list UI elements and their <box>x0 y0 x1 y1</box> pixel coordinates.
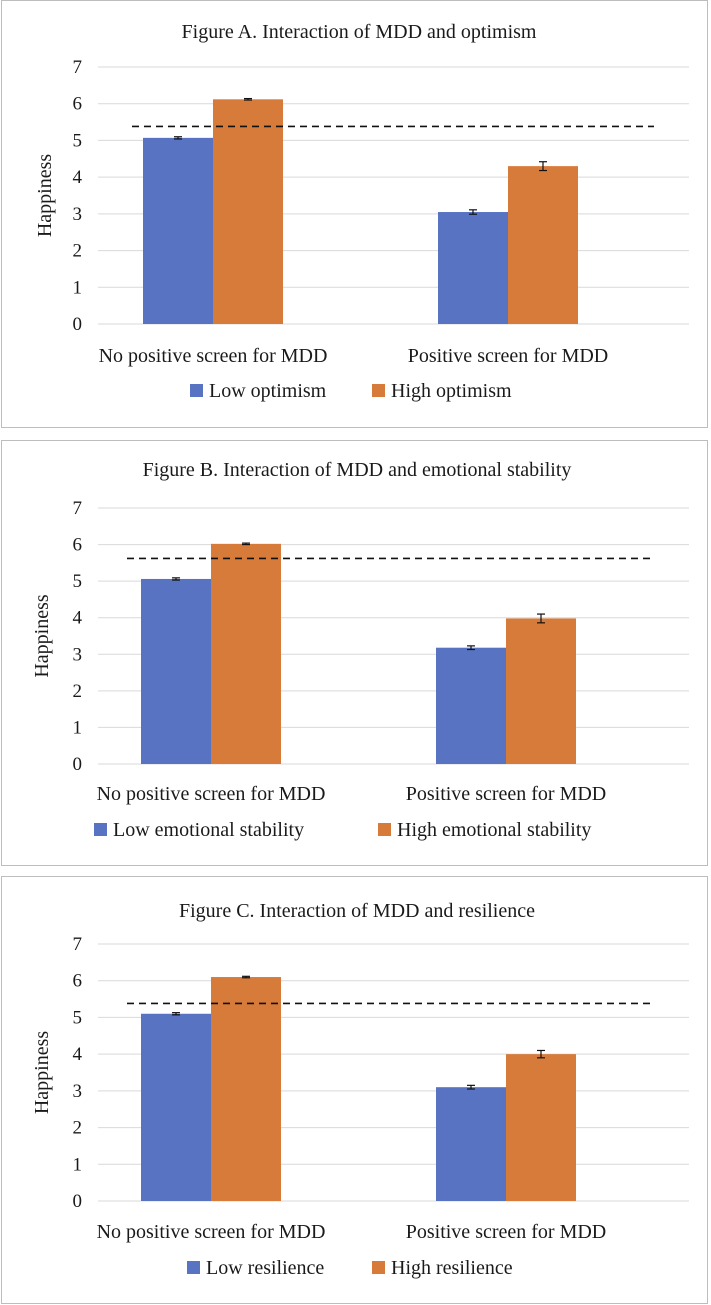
chart-0-legend-label-low: Low optimism <box>209 380 327 402</box>
chart-0-y-tick-label: 3 <box>73 204 83 225</box>
chart-2-y-tick-label: 5 <box>73 1007 83 1028</box>
chart-0-category-label: Positive screen for MDD <box>408 345 609 367</box>
chart-0-y-tick-label: 2 <box>73 241 83 262</box>
figure-c-chart: Figure C. Interaction of MDD and resilie… <box>31 900 689 1279</box>
chart-2-legend-label-high: High resilience <box>391 1257 513 1279</box>
chart-2-legend-swatch-low <box>187 1261 200 1274</box>
chart-1-y-tick-label: 1 <box>73 717 83 738</box>
chart-2-title: Figure C. Interaction of MDD and resilie… <box>179 900 535 922</box>
chart-0-y-tick-label: 6 <box>73 94 83 115</box>
chart-1-y-tick-label: 7 <box>73 498 83 519</box>
chart-2-y-tick-label: 7 <box>73 934 83 955</box>
chart-0-legend-swatch-low <box>190 384 203 397</box>
figure-b-chart: Figure B. Interaction of MDD and emotion… <box>31 459 689 841</box>
chart-1-bar-low-0 <box>141 578 211 764</box>
chart-1-legend-swatch-low <box>94 823 107 836</box>
chart-1-title: Figure B. Interaction of MDD and emotion… <box>143 459 572 481</box>
chart-1-bar-low-1 <box>436 647 506 764</box>
chart-1-y-tick-label: 5 <box>73 571 83 592</box>
chart-2-legend-label-low: Low resilience <box>206 1257 324 1279</box>
chart-1-y-axis-title: Happiness <box>31 594 53 678</box>
chart-1-bar-high-0 <box>211 543 281 764</box>
figure-a-panel: Figure A. Interaction of MDD and optimis… <box>1 0 708 428</box>
chart-2-bar-low-0 <box>141 1013 211 1201</box>
figure-b-panel: Figure B. Interaction of MDD and emotion… <box>1 440 708 866</box>
chart-0-category-label: No positive screen for MDD <box>99 345 328 367</box>
chart-0-bar-low-0 <box>143 137 213 324</box>
chart-2-bar-high-1 <box>506 1054 576 1201</box>
chart-2-y-axis-title: Happiness <box>31 1031 53 1115</box>
chart-2-y-tick-label: 4 <box>73 1044 83 1065</box>
chart-0-bar-high-1 <box>508 166 578 324</box>
chart-1-y-tick-label: 2 <box>73 681 83 702</box>
chart-1-legend-label-low: Low emotional stability <box>113 819 304 841</box>
figure-a-chart: Figure A. Interaction of MDD and optimis… <box>34 21 689 402</box>
chart-2-bar-high-0 <box>211 977 281 1201</box>
chart-0-y-tick-label: 0 <box>73 314 83 335</box>
chart-2-y-tick-label: 2 <box>73 1118 83 1139</box>
chart-0-y-tick-label: 7 <box>73 57 83 78</box>
chart-0-bar-low-1 <box>438 212 508 324</box>
chart-2-bar-low-1 <box>436 1087 506 1201</box>
chart-2-category-label: No positive screen for MDD <box>97 1221 326 1243</box>
chart-1-bar-high-1 <box>506 618 576 764</box>
chart-1-category-label: Positive screen for MDD <box>406 783 607 805</box>
chart-1-legend-swatch-high <box>378 823 391 836</box>
chart-2-y-tick-label: 6 <box>73 971 83 992</box>
chart-2-y-tick-label: 1 <box>73 1154 83 1175</box>
chart-0-legend-swatch-high <box>372 384 385 397</box>
chart-1-y-tick-label: 3 <box>73 644 83 665</box>
chart-2-category-label: Positive screen for MDD <box>406 1221 607 1243</box>
chart-2-y-tick-label: 3 <box>73 1081 83 1102</box>
chart-1-legend-label-high: High emotional stability <box>397 819 591 841</box>
chart-1-y-tick-label: 0 <box>73 754 83 775</box>
chart-0-y-tick-label: 1 <box>73 277 83 298</box>
chart-1-y-tick-label: 4 <box>73 608 83 629</box>
chart-0-y-tick-label: 5 <box>73 130 83 151</box>
chart-2-y-tick-label: 0 <box>73 1191 83 1212</box>
chart-0-title: Figure A. Interaction of MDD and optimis… <box>182 21 537 43</box>
chart-0-bar-high-0 <box>213 99 283 325</box>
chart-1-y-tick-label: 6 <box>73 535 83 556</box>
chart-1-category-label: No positive screen for MDD <box>97 783 326 805</box>
chart-0-legend-label-high: High optimism <box>391 380 512 402</box>
chart-0-y-tick-label: 4 <box>73 167 83 188</box>
chart-2-legend-swatch-high <box>372 1261 385 1274</box>
figure-c-panel: Figure C. Interaction of MDD and resilie… <box>1 876 708 1304</box>
chart-0-y-axis-title: Happiness <box>34 154 56 238</box>
